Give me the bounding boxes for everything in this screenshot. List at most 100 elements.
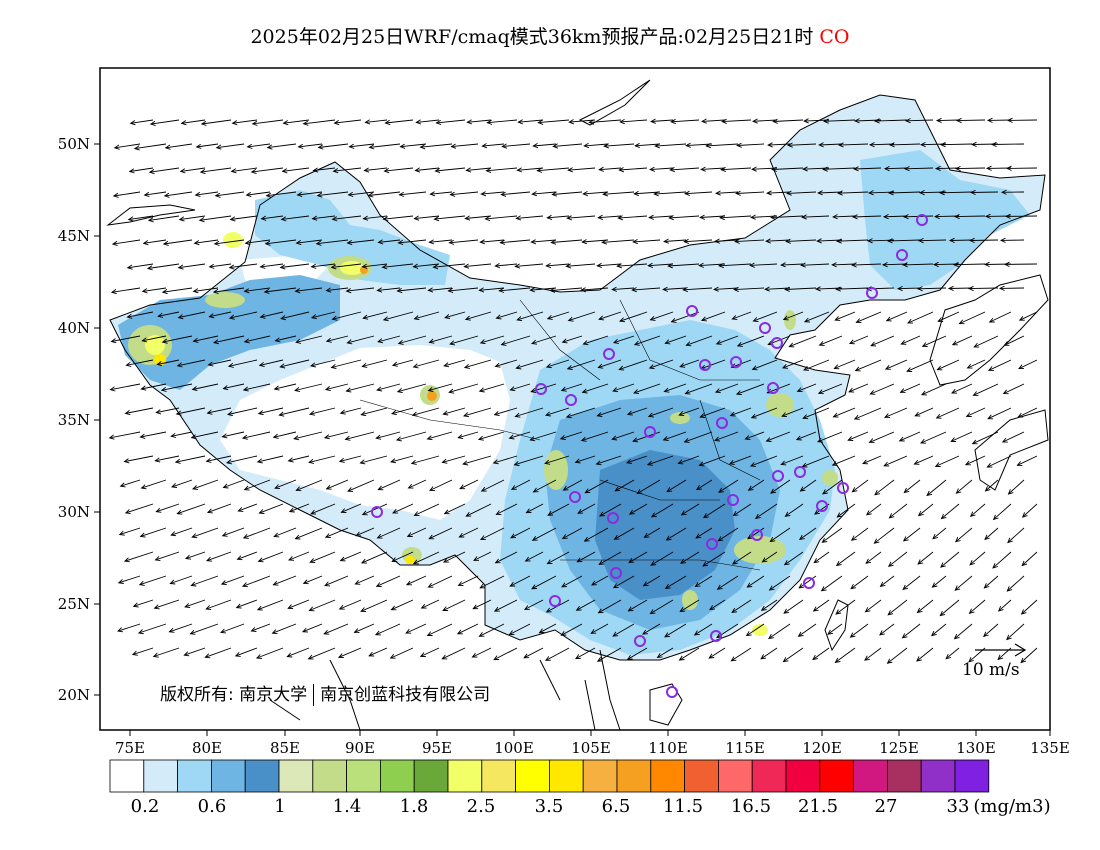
wind-arrow-head: [787, 142, 793, 148]
wind-arrow: [685, 191, 713, 195]
wind-arrow-head: [450, 143, 457, 149]
wind-arrow: [325, 527, 349, 538]
wind-arrow: [597, 647, 622, 662]
wind-arrow: [848, 431, 869, 441]
wind-arrow-head: [628, 558, 635, 564]
wind-arrow: [138, 623, 167, 634]
wind-arrow: [716, 335, 739, 345]
wind-arrow-head: [1005, 165, 1012, 171]
wind-arrow-head: [562, 485, 569, 491]
wind-arrow-head: [998, 285, 1005, 291]
wind-arrow: [361, 407, 388, 416]
hotspot-jiangsu: [822, 470, 838, 486]
wind-arrow: [1017, 455, 1038, 466]
wind-arrow-head: [244, 240, 251, 246]
wind-arrow-head: [493, 606, 500, 612]
wind-arrow: [266, 191, 297, 197]
wind-arrow: [874, 527, 895, 544]
wind-arrow: [937, 359, 960, 371]
wind-arrow: [969, 599, 986, 614]
wind-arrow: [252, 119, 284, 125]
wind-arrow: [822, 527, 843, 543]
wind-arrow: [561, 383, 583, 391]
wind-arrow-head: [377, 239, 384, 245]
wind-arrow-head: [316, 192, 323, 198]
wind-arrow-head: [966, 363, 973, 369]
wind-arrow: [973, 383, 999, 396]
wind-arrow: [533, 143, 557, 147]
wind-arrow: [854, 407, 882, 420]
wind-arrow-head: [171, 482, 178, 488]
wind-arrow: [485, 215, 518, 220]
wind-arrow: [833, 215, 856, 218]
wind-arrow: [955, 527, 973, 543]
wind-arrow: [884, 407, 908, 418]
wind-arrow-head: [951, 340, 958, 346]
wind-arrow: [514, 455, 544, 466]
wind-arrow-head: [428, 239, 435, 245]
wind-arrow: [716, 191, 739, 194]
wind-arrow: [951, 431, 973, 442]
wind-arrow-head: [731, 607, 738, 613]
wind-arrow-head: [786, 190, 792, 196]
wind-arrow: [275, 335, 297, 342]
wind-arrow-head: [257, 557, 264, 563]
wind-arrow-head: [769, 536, 776, 543]
wind-arrow: [854, 167, 882, 170]
wind-arrow-head: [987, 414, 994, 420]
wind-arrow-head: [733, 286, 739, 293]
wind-arrow: [953, 263, 986, 266]
wind-arrow-head: [736, 341, 743, 347]
wind-arrow: [561, 575, 583, 588]
wind-arrow-head: [111, 240, 118, 247]
wind-arrow-head: [479, 583, 486, 589]
wind-arrow: [648, 263, 674, 267]
colorbar-label: 1.8: [400, 796, 429, 817]
wind-arrow-head: [679, 607, 686, 613]
wind-arrow: [664, 383, 687, 393]
wind-arrow: [140, 431, 167, 438]
wind-arrow-head: [546, 314, 553, 320]
wind-arrow-head: [574, 654, 581, 660]
wind-arrow: [355, 527, 375, 537]
wind-arrow: [889, 143, 921, 146]
wind-arrow: [332, 215, 362, 220]
wind-arrow-head: [561, 534, 568, 540]
wind-arrow: [339, 455, 362, 462]
wind-arrow: [885, 359, 908, 370]
wind-arrow: [473, 551, 492, 561]
wind-arrow: [602, 239, 635, 243]
wind-arrow-head: [347, 191, 354, 198]
wind-arrow: [221, 575, 245, 585]
wind-arrow: [191, 431, 219, 439]
wind-arrow-head: [969, 189, 976, 196]
wind-arrow: [989, 311, 1012, 323]
wind-arrow: [553, 143, 583, 147]
wind-arrow: [242, 431, 271, 439]
wind-arrow-head: [301, 627, 308, 633]
wind-arrow: [451, 143, 479, 148]
wind-arrow-head: [414, 167, 421, 173]
wind-arrow: [917, 551, 934, 565]
hotspot-guangdong: [752, 624, 768, 636]
wind-arrow-head: [191, 533, 198, 539]
wind-arrow-head: [494, 558, 501, 564]
wind-arrow: [260, 311, 284, 318]
wind-arrow-head: [714, 238, 720, 244]
wind-arrow-head: [784, 286, 790, 292]
wind-arrow-head: [383, 168, 390, 174]
station-marker: [803, 577, 815, 589]
wind-arrow-head: [598, 560, 605, 565]
wind-arrow-head: [883, 165, 890, 172]
wind-arrow-head: [546, 559, 553, 565]
hotspot-aksu: [205, 292, 245, 308]
wind-arrow-head: [633, 389, 639, 394]
wind-arrow-head: [442, 606, 449, 611]
wind-arrow-head: [205, 457, 212, 463]
wind-arrow-head: [611, 435, 618, 441]
wind-arrow-head: [170, 432, 177, 438]
wind-arrow: [618, 215, 648, 219]
wind-arrow: [887, 239, 921, 242]
wind-arrow-head: [590, 629, 597, 634]
wind-arrow: [666, 479, 687, 492]
